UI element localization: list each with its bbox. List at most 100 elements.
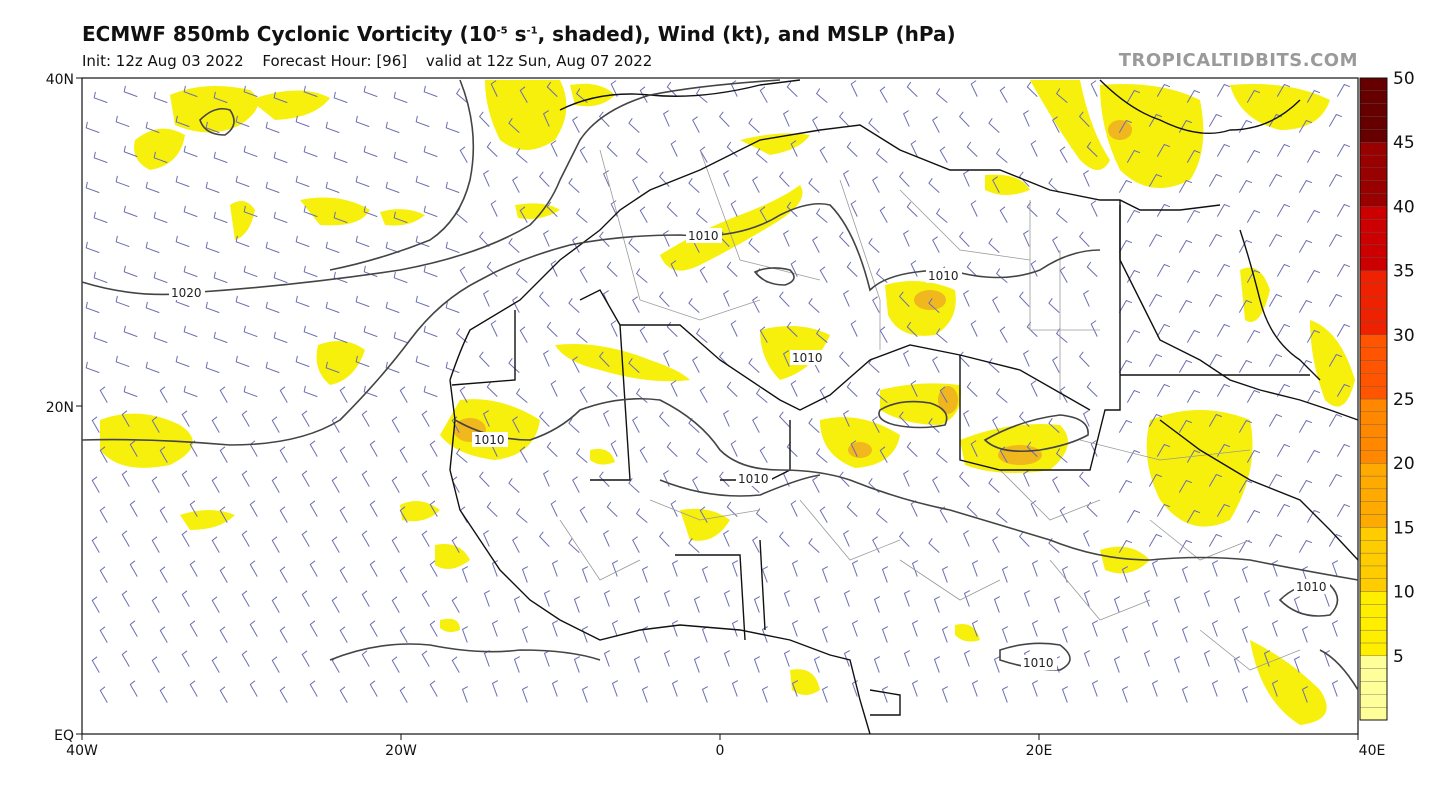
wind-barb xyxy=(1082,290,1090,307)
colorbar-cell xyxy=(1359,527,1388,541)
wind-barb xyxy=(546,81,558,97)
wind-barb xyxy=(808,298,820,313)
political-borders xyxy=(451,200,1310,716)
wind-barb xyxy=(1306,269,1321,283)
wind-barb xyxy=(93,91,108,104)
wind-barb xyxy=(91,596,100,613)
wind-barb xyxy=(1336,263,1351,277)
wind-barb xyxy=(581,566,589,583)
wind-barb xyxy=(279,686,288,703)
wind-barb xyxy=(219,626,228,643)
wind-barb xyxy=(508,478,520,493)
init-time: Init: 12z Aug 03 2022 xyxy=(82,52,244,70)
wind-barb xyxy=(1268,353,1283,367)
wind-barb xyxy=(1061,686,1069,703)
wind-barb xyxy=(415,115,430,128)
wind-barb xyxy=(490,200,498,217)
wind-barb xyxy=(1208,233,1223,247)
wind-barb xyxy=(731,620,739,637)
wind-barb xyxy=(1328,233,1343,247)
wind-barb xyxy=(1186,509,1201,523)
wind-barb xyxy=(821,686,829,703)
wind-barb xyxy=(279,446,288,463)
wind-barb xyxy=(602,410,610,427)
wind-barb xyxy=(1271,560,1279,577)
wind-barb xyxy=(273,331,288,344)
wind-barb xyxy=(1086,381,1098,397)
wind-barb xyxy=(542,350,550,367)
wind-barb xyxy=(786,201,798,217)
wind-barb xyxy=(722,290,730,307)
isobar-label: 1010 xyxy=(738,472,769,486)
wind-barb xyxy=(815,328,828,343)
colorbar-cell xyxy=(1359,167,1388,181)
wind-barb xyxy=(808,178,820,193)
wind-barb xyxy=(670,260,678,277)
colorbar-cell xyxy=(1359,617,1388,631)
wind-barb xyxy=(521,626,529,643)
wind-barb xyxy=(1001,566,1009,583)
wind-barb xyxy=(941,686,949,703)
wind-barb xyxy=(935,328,948,343)
wind-barb xyxy=(478,111,490,127)
wind-barb xyxy=(1211,560,1219,577)
wind-barb xyxy=(355,355,370,368)
isobar-label: 1010 xyxy=(928,269,959,283)
wind-barb xyxy=(423,145,438,158)
wind-barb xyxy=(429,440,438,457)
wind-barb xyxy=(1059,146,1068,163)
wind-barb xyxy=(962,170,970,187)
wind-barb xyxy=(666,321,678,337)
wind-barb xyxy=(309,440,318,457)
wind-barb xyxy=(478,231,490,247)
wind-barb xyxy=(363,265,378,278)
wind-barb xyxy=(295,115,310,128)
wind-barb xyxy=(486,501,498,517)
wind-barb xyxy=(145,361,160,374)
wind-barb xyxy=(881,626,889,643)
wind-barb xyxy=(369,680,378,697)
wind-barb xyxy=(813,596,821,613)
wind-barb xyxy=(790,140,798,157)
wind-barb xyxy=(958,471,970,487)
wind-barb xyxy=(1298,119,1313,133)
wind-barb xyxy=(1178,419,1193,433)
wind-barb xyxy=(850,320,858,337)
wind-barb xyxy=(782,230,790,247)
colorbar-cell xyxy=(1359,668,1388,682)
wind-barb xyxy=(1090,440,1098,457)
colorbar-cell xyxy=(1359,707,1388,721)
wind-barb xyxy=(159,686,168,703)
wind-barb xyxy=(273,271,288,284)
wind-barb xyxy=(159,386,168,403)
wind-barb xyxy=(129,440,138,457)
wind-barb xyxy=(151,596,160,613)
wind-barb xyxy=(273,151,288,164)
colorbar-tick-label: 35 xyxy=(1393,262,1415,282)
wind-barb xyxy=(846,381,858,397)
wind-barb xyxy=(429,680,438,697)
colorbar-cell xyxy=(1359,90,1388,104)
wind-barb xyxy=(1216,383,1231,397)
wind-barb xyxy=(748,358,760,373)
wind-barb xyxy=(339,446,348,463)
colorbar-tick-label: 50 xyxy=(1393,69,1415,89)
wind-barb xyxy=(546,201,558,217)
wind-barb xyxy=(1001,626,1009,643)
wind-barb xyxy=(1276,203,1291,217)
wind-barb xyxy=(265,301,280,314)
wind-barb xyxy=(279,566,288,583)
wind-barb xyxy=(423,85,438,98)
wind-barb xyxy=(521,686,529,703)
wind-barb xyxy=(1082,170,1090,187)
wind-barb xyxy=(181,530,190,547)
wind-barb xyxy=(632,176,640,193)
wind-barb xyxy=(873,656,881,673)
wind-barb xyxy=(692,476,700,493)
wind-barb xyxy=(1263,590,1271,607)
wind-barb xyxy=(1022,470,1030,487)
wind-barb xyxy=(1086,501,1098,517)
wind-barb xyxy=(995,148,1008,163)
wind-barb xyxy=(115,115,130,128)
wind-barb xyxy=(1216,203,1231,217)
